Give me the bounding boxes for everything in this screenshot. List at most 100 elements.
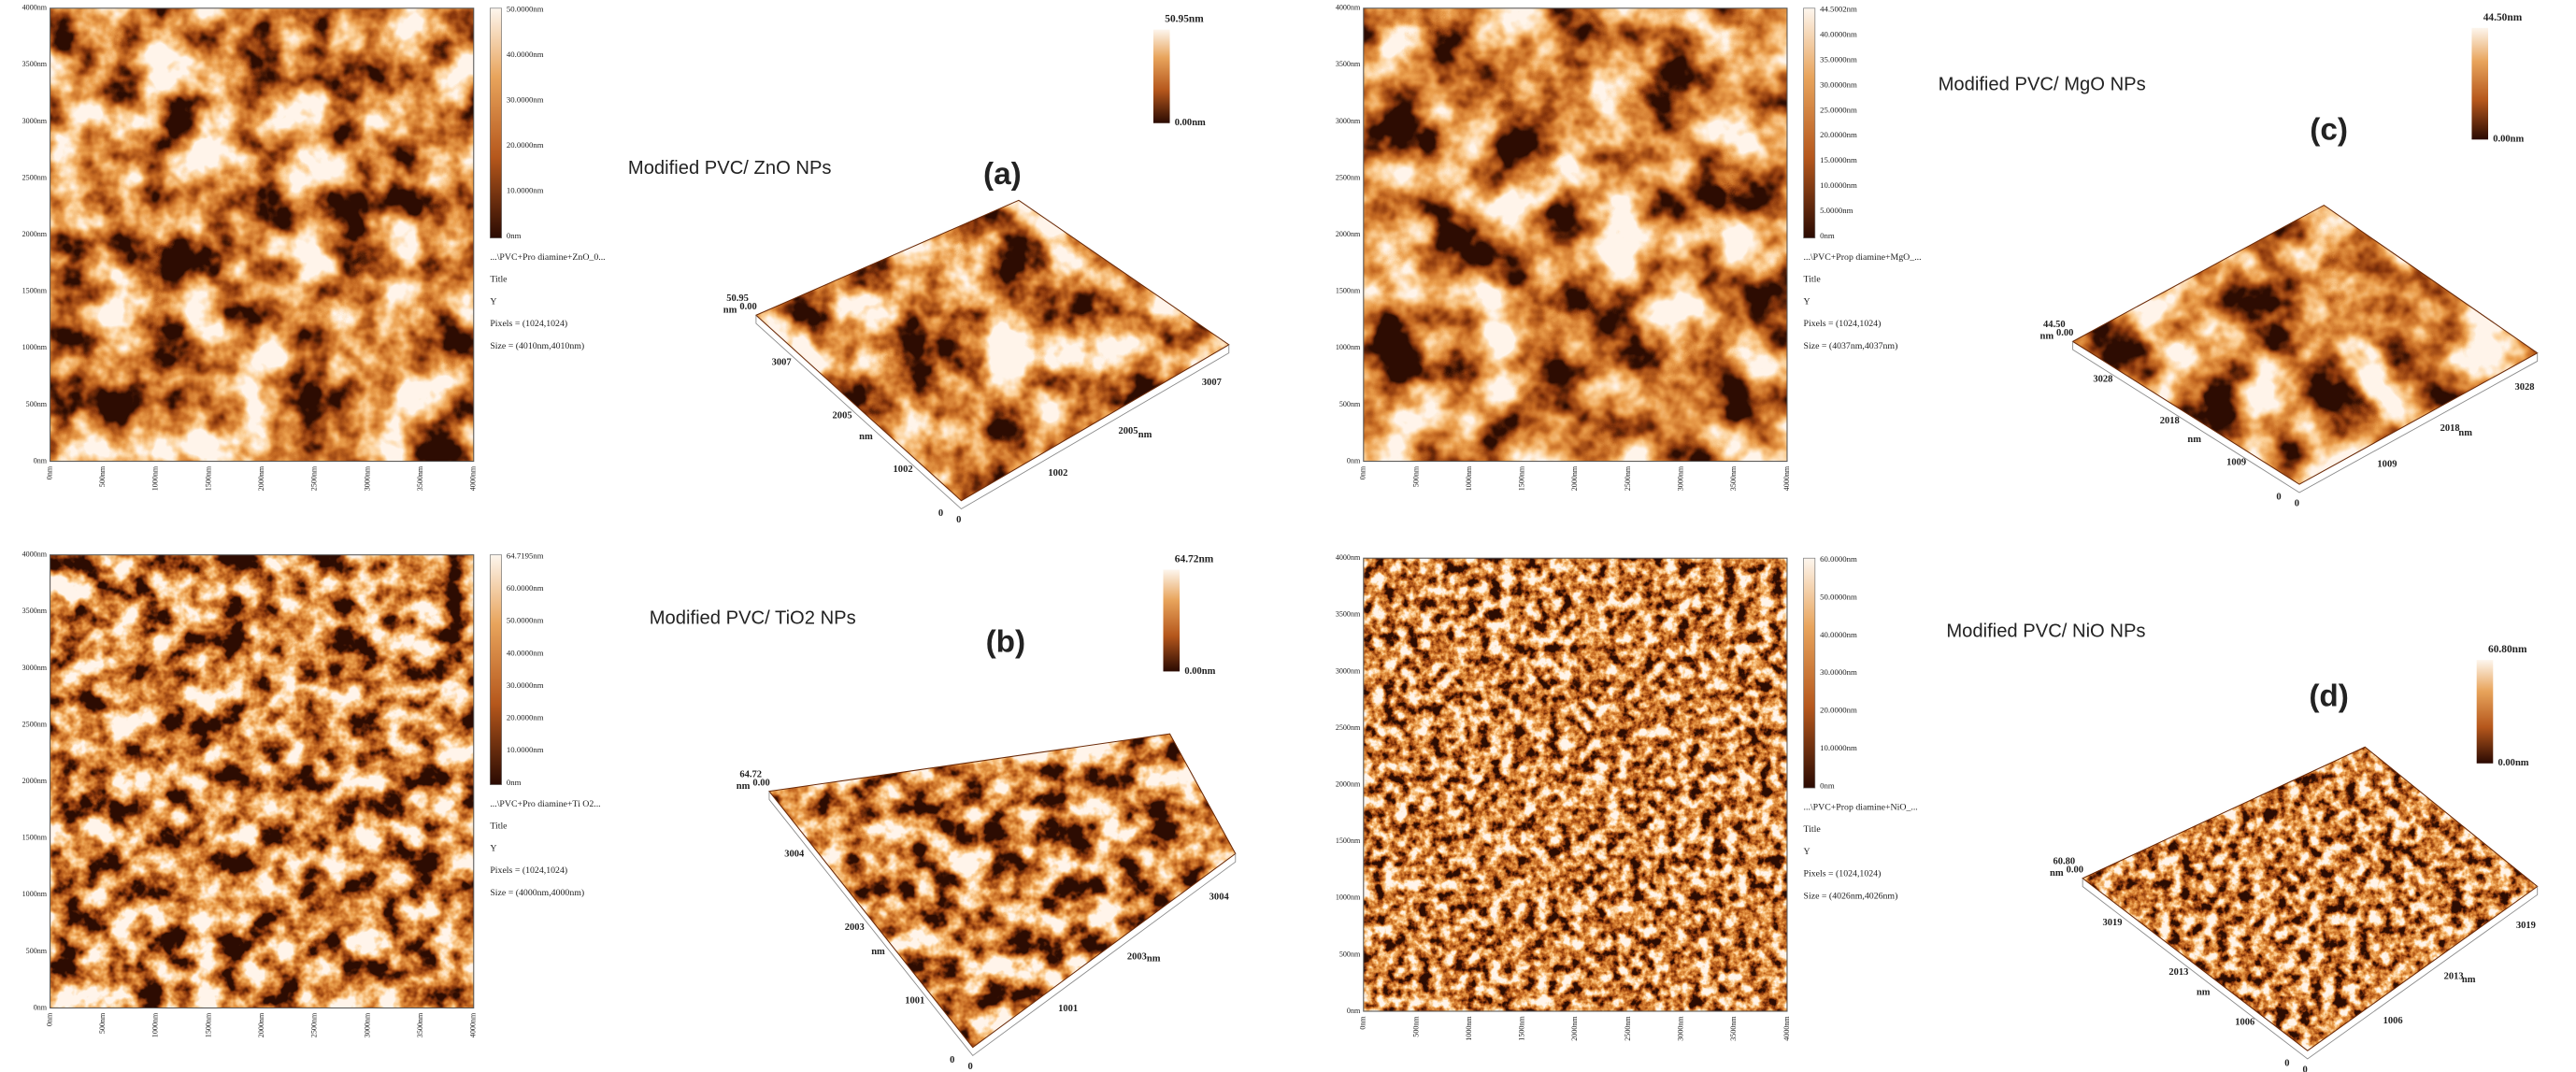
x-tick-label: 3000nm [363, 465, 371, 491]
color-bar-3d-label: 50.95nm [1165, 14, 1204, 25]
color-bar-3d-label: 60.80nm [2488, 644, 2527, 655]
x-tick-label: 3000nm [363, 1012, 371, 1037]
color-bar-label: 64.7195nm [507, 550, 544, 560]
axis-3d-label: 2018 [2160, 416, 2180, 426]
y-tick-label: 3000nm [22, 664, 48, 672]
color-bar-label: 0nm [1820, 231, 1835, 240]
color-bar-label: 15.0000nm [1820, 155, 1857, 164]
y-tick-label: 0nm [1347, 456, 1361, 465]
y-tick-label: 4000nm [22, 4, 48, 12]
color-bar-label: 0nm [507, 231, 522, 240]
x-tick-label: 500nm [1411, 465, 1420, 487]
surface-side [2082, 878, 2539, 1060]
x-tick-label: 500nm [98, 1012, 107, 1034]
x-tick-label: 0nm [1359, 1016, 1367, 1030]
x-tick-label: 500nm [98, 465, 107, 487]
image-info: Size = (4037nm,4037nm) [1804, 341, 1898, 351]
x-tick-label: 4000nm [469, 465, 478, 491]
panel-title: Modified PVC/ ZnO NPs [628, 158, 832, 179]
axis-3d-label: 2013 [2168, 967, 2188, 978]
x-tick-label: 4000nm [1782, 465, 1791, 491]
y-tick-label: 4000nm [22, 550, 48, 559]
y-tick-label: 3500nm [22, 60, 48, 68]
panel-title: Modified PVC/ NiO NPs [1946, 622, 2145, 642]
axis-3d-label: 1002 [894, 465, 913, 475]
color-bar-label: 40.0000nm [1820, 630, 1857, 639]
x-tick-label: 500nm [1411, 1016, 1420, 1037]
surface-side [2072, 341, 2539, 493]
x-tick-label: 2500nm [1624, 1016, 1632, 1041]
x-tick-label: 1000nm [1465, 1016, 1473, 1041]
y-tick-label: 1000nm [1336, 343, 1361, 351]
image-info: Y [490, 843, 496, 853]
color-bar-3d-label: 44.50nm [2483, 12, 2523, 23]
z-axis-label: 64.72 [739, 769, 762, 779]
axis-3d-label: 2018 [2440, 423, 2460, 434]
x-tick-label: 0nm [45, 1012, 53, 1026]
axis-3d-label: 3019 [2516, 921, 2536, 931]
x-tick-label: 1500nm [204, 1012, 212, 1037]
color-bar-label: 20.0000nm [1820, 706, 1857, 715]
image-info: Y [490, 296, 496, 307]
x-tick-label: 2000nm [1570, 465, 1579, 491]
axis-3d-label: 3028 [2515, 382, 2535, 393]
z-axis-label: nm [2050, 868, 2064, 879]
axis-3d-label: 2013 [2444, 972, 2464, 982]
image-info: Title [1804, 824, 1822, 835]
image-frame [50, 554, 475, 1009]
surface-side [755, 315, 1230, 510]
color-bar-3d [2476, 660, 2494, 764]
axis-3d-label: 0 [956, 515, 961, 525]
y-tick-label: 2500nm [1336, 173, 1361, 181]
y-tick-label: 2500nm [22, 173, 48, 181]
z-axis-label: 60.80 [2054, 857, 2076, 867]
afm-surface-3d [2082, 747, 2538, 1051]
x-tick-label: 1000nm [1465, 465, 1473, 491]
color-bar-label: 40.0000nm [1820, 29, 1857, 38]
axis-3d-label: 2005 [1118, 426, 1138, 436]
afm-image [50, 554, 474, 1008]
axis-3d-label: 3028 [2093, 374, 2112, 384]
z-axis-label: nm [723, 305, 737, 315]
y-tick-label: 2000nm [1336, 779, 1361, 788]
color-bar-label: 60.0000nm [507, 583, 544, 593]
z-axis-label: 0.00 [752, 778, 769, 788]
color-bar-3d-label: 0.00nm [2498, 758, 2529, 768]
y-tick-label: 500nm [1339, 400, 1361, 408]
color-bar-label: 10.0000nm [1820, 180, 1857, 190]
color-bar-3d-label: 0.00nm [1175, 118, 1206, 128]
panel-letter: (d) [2309, 679, 2349, 713]
panel-letter: (b) [986, 624, 1026, 659]
y-tick-label: 3500nm [22, 607, 48, 615]
axis-3d-label: nm [2187, 435, 2201, 445]
y-tick-label: 1000nm [22, 343, 48, 351]
color-bar-label: 40.0000nm [507, 648, 544, 657]
y-tick-label: 2000nm [1336, 230, 1361, 238]
y-tick-label: 2500nm [22, 720, 48, 728]
color-bar-3d [1163, 569, 1181, 672]
axis-3d-label: 1006 [2383, 1016, 2403, 1026]
image-frame [1363, 557, 1788, 1012]
image-frame [1363, 7, 1788, 463]
image-frame [50, 7, 475, 463]
axis-3d-label: 1009 [2226, 458, 2246, 468]
color-bar-label: 44.5002nm [1820, 5, 1857, 14]
image-info: Size = (4010nm,4010nm) [490, 341, 584, 351]
x-tick-label: 1500nm [1518, 465, 1526, 491]
axis-3d-label: nm [2462, 975, 2476, 985]
image-info: Size = (4000nm,4000nm) [490, 888, 584, 898]
afm-image [1363, 7, 1787, 462]
z-axis-label: nm [737, 781, 751, 792]
z-axis-label: nm [2039, 332, 2054, 342]
y-tick-label: 0nm [34, 1003, 48, 1011]
image-info: Size = (4026nm,4026nm) [1804, 891, 1898, 901]
y-tick-label: 3500nm [1336, 60, 1361, 68]
axis-3d-label: nm [859, 432, 873, 442]
panel-title: Modified PVC/ MgO NPs [1939, 75, 2146, 95]
image-info: ...\PVC+Pro diamine+Ti O2... [490, 799, 600, 809]
y-tick-label: 1000nm [22, 890, 48, 898]
axis-3d-label: 1009 [2377, 460, 2397, 470]
color-bar-label: 30.0000nm [507, 95, 544, 105]
color-bar [1803, 7, 1816, 239]
y-tick-label: 1500nm [1336, 836, 1361, 845]
